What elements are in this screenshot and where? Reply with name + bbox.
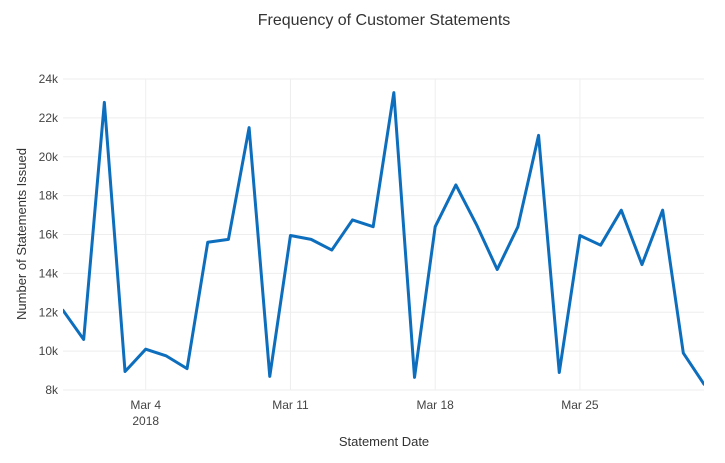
data-point[interactable] [246,125,252,131]
data-point[interactable] [81,336,87,342]
data-point[interactable] [184,366,190,372]
data-point[interactable] [287,232,293,238]
x-tick-label: Mar 4 [130,398,161,412]
data-point[interactable] [143,346,149,352]
data-point[interactable] [660,207,666,213]
x-axis: Mar 4 2018 Mar 11 Mar 18 Mar 25 [130,398,599,428]
data-point[interactable] [101,99,107,105]
data-point[interactable] [267,373,273,379]
data-point[interactable] [536,132,542,138]
data-point[interactable] [60,307,66,313]
y-tick-label: 18k [39,189,59,203]
data-point[interactable] [556,370,562,376]
x-tick-label: Mar 18 [417,398,455,412]
y-axis: 8k 10k 12k 14k 16k 18k 20k 22k 24k [39,72,59,397]
data-point[interactable] [225,236,231,242]
y-tick-label: 16k [39,228,59,242]
y-tick-label: 20k [39,150,59,164]
x-axis-title: Statement Date [339,434,429,449]
data-point[interactable] [163,353,169,359]
y-tick-label: 24k [39,72,59,86]
data-point[interactable] [577,232,583,238]
y-tick-label: 10k [39,344,59,358]
y-tick-label: 8k [45,383,59,397]
data-point[interactable] [515,224,521,230]
data-point[interactable] [412,374,418,380]
y-tick-label: 12k [39,305,59,319]
data-point[interactable] [494,266,500,272]
data-point[interactable] [370,224,376,230]
data-point[interactable] [329,247,335,253]
plot-area [60,90,707,387]
data-point[interactable] [453,182,459,188]
y-tick-label: 14k [39,266,59,280]
data-point[interactable] [598,242,604,248]
data-point[interactable] [391,90,397,96]
y-tick-label: 22k [39,111,59,125]
data-point[interactable] [680,350,686,356]
data-point[interactable] [205,239,211,245]
series-line[interactable] [63,91,704,386]
x-tick-label: Mar 11 [272,398,309,412]
chart-title: Frequency of Customer Statements [258,12,511,29]
series-layer [60,90,707,387]
data-point[interactable] [432,224,438,230]
data-point[interactable] [474,222,480,228]
x-tick-label: Mar 25 [561,398,599,412]
x-tick-year-label: 2018 [132,414,159,428]
y-axis-title: Number of Statements Issued [14,148,29,320]
data-point[interactable] [308,236,314,242]
data-point[interactable] [639,262,645,268]
data-point[interactable] [618,207,624,213]
data-point[interactable] [122,369,128,375]
data-point[interactable] [349,217,355,223]
data-point[interactable] [701,381,707,387]
